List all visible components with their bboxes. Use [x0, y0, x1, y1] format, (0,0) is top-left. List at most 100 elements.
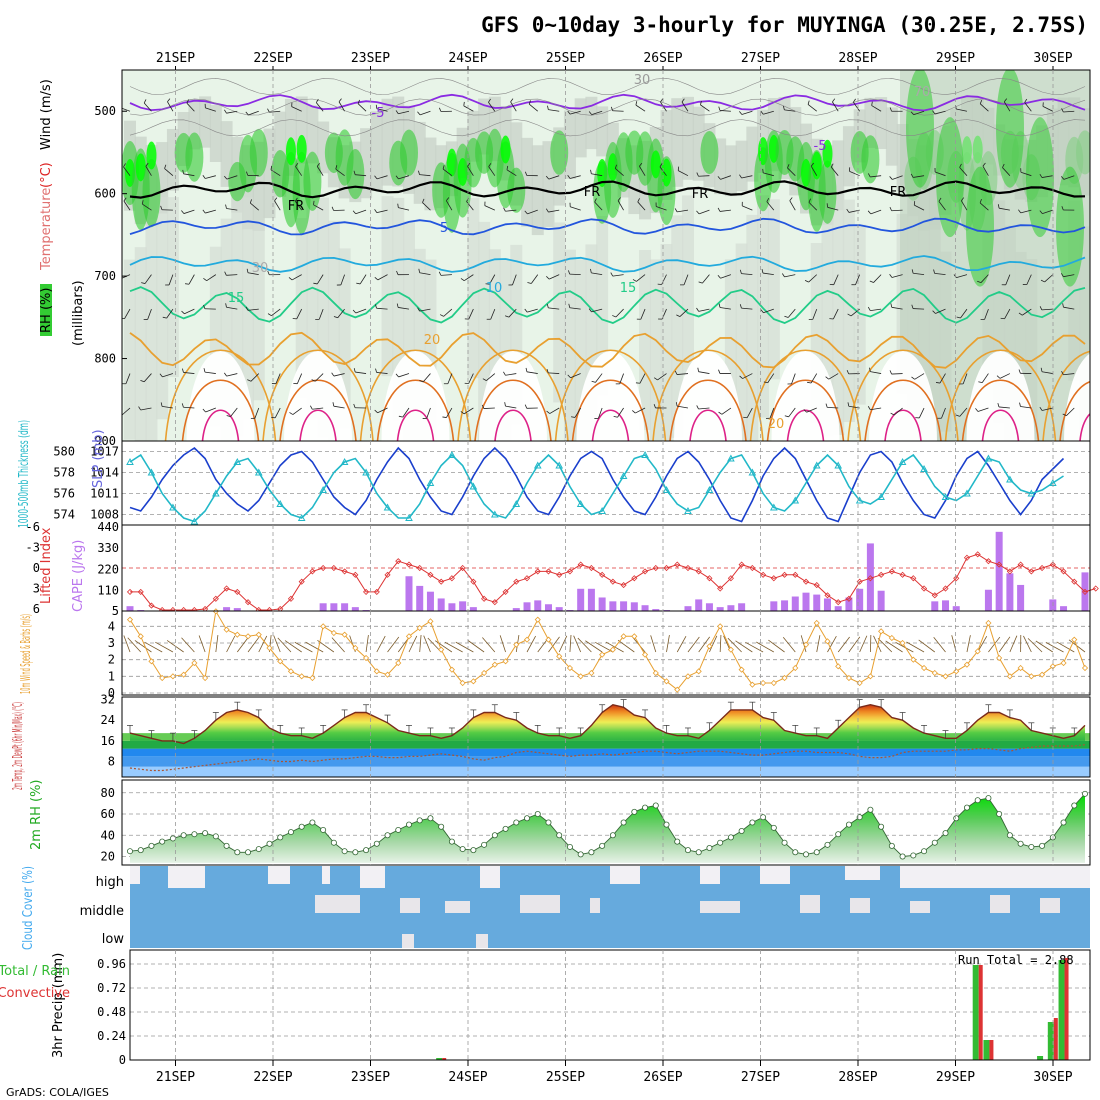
rh-gray-cell	[639, 250, 652, 431]
wind-barb-flag	[612, 315, 617, 318]
rh-green-cell	[906, 70, 934, 188]
date-label-bottom: 25SEP	[546, 1070, 585, 1085]
cloud-gap-middle	[700, 901, 740, 913]
wind-barb	[681, 101, 689, 112]
wind-barb-flag	[869, 280, 874, 283]
wind-barb	[419, 272, 431, 276]
cape-bar	[630, 602, 638, 611]
li-marker	[856, 578, 863, 585]
wind-barb	[660, 101, 667, 112]
wind-barb	[870, 371, 882, 374]
wind-barb	[918, 407, 925, 419]
wind-barb	[702, 274, 710, 284]
wind-speed-marker	[910, 656, 917, 663]
rh-marker	[706, 845, 713, 852]
cloud-gap-high	[130, 866, 140, 884]
li-marker	[395, 558, 402, 565]
cloud-gap-high	[268, 866, 290, 884]
wind-barb	[742, 373, 753, 379]
rh-marker	[1071, 802, 1078, 809]
wind-barb-flag	[288, 277, 293, 281]
temp-frame	[121, 696, 1091, 778]
thickness-marker	[147, 468, 156, 476]
rh-marker	[942, 830, 949, 837]
wind-speed-marker	[899, 639, 906, 647]
wind-speed-marker	[491, 661, 498, 668]
wind-barb-flag	[853, 98, 856, 103]
isotherm-25-bubble	[864, 379, 942, 441]
wind-barb	[483, 407, 495, 409]
wind-barb	[333, 373, 345, 377]
dry-pocket	[284, 351, 352, 441]
thickness-marker	[254, 468, 263, 476]
wind-barb	[226, 373, 238, 377]
dry-pocket	[479, 351, 547, 441]
contour-label: 30	[252, 261, 269, 276]
wind-barb-flag	[335, 165, 338, 170]
wind-barb	[294, 201, 303, 211]
wind-barb-flag	[632, 410, 636, 414]
date-label-bottom: 24SEP	[448, 1070, 487, 1085]
li-marker	[534, 568, 541, 575]
surface-wind-barb	[666, 635, 670, 653]
rh-marker	[427, 815, 434, 822]
wind-barb-flag	[374, 209, 378, 213]
dry-pocket	[966, 351, 1035, 441]
isotherm-30-bubble	[981, 409, 1020, 441]
temp-band	[122, 748, 1090, 757]
wind-barb-flag	[503, 371, 506, 376]
cape-bar	[942, 600, 950, 611]
wind-barb	[377, 407, 388, 414]
rh-marker	[405, 821, 412, 828]
precip-total-bar	[1058, 960, 1065, 1060]
rh-marker	[352, 849, 359, 856]
wind-barb	[402, 407, 410, 418]
wind-barb-flag	[591, 380, 596, 383]
wind-barb	[124, 308, 131, 319]
wind-barb-flag	[546, 303, 549, 308]
contour-label: 5	[440, 221, 448, 236]
wind-barb	[489, 274, 496, 285]
wind-barb-flag	[910, 173, 914, 178]
wind-speed-marker	[749, 681, 756, 688]
wind-barb	[398, 110, 410, 115]
isotherm-25-bubble	[181, 379, 260, 441]
wind-barb	[683, 274, 689, 286]
thickness-marker	[1027, 489, 1036, 497]
cape-bar	[534, 600, 542, 611]
wind-barb-flag	[660, 98, 664, 103]
cape-bar	[330, 603, 338, 611]
precip-total-bar	[436, 1058, 443, 1060]
wind-barb	[527, 209, 538, 215]
wind-barb-flag	[781, 273, 785, 278]
rh-marker	[642, 804, 649, 811]
cloud-gap-high	[168, 866, 205, 888]
isotherm-25-bubble	[279, 379, 357, 441]
wind-barb-flag	[143, 99, 147, 104]
wind-speed-marker	[566, 664, 574, 672]
cape-bar	[834, 606, 842, 611]
thickness-marker	[169, 503, 177, 511]
li-tick-label: -3	[26, 541, 40, 555]
dewpoint-line	[129, 744, 1086, 772]
wind-barb	[1024, 102, 1032, 112]
rh-marker	[1006, 832, 1013, 839]
surface-wind-barb	[756, 641, 775, 653]
wind-barb	[422, 373, 431, 383]
wind-barb-flag	[524, 404, 528, 409]
thickness-marker	[555, 461, 564, 469]
wind-barb-flag	[653, 404, 656, 409]
surface-wind-barb	[1056, 641, 1075, 653]
wind-speed-marker	[481, 669, 488, 677]
li-marker	[1092, 585, 1099, 592]
rh-gray-cell	[596, 106, 609, 157]
precip-total-bar	[972, 965, 979, 1060]
rh-marker	[266, 840, 273, 847]
surface-wind-barb	[650, 635, 657, 653]
wind-barb	[595, 373, 603, 383]
wind-speed-marker	[942, 673, 949, 680]
rh-gray-cell	[145, 219, 158, 441]
isotherm-25-bubble	[669, 379, 747, 441]
surface-wind-barb	[885, 640, 903, 653]
wind-barb-flag	[181, 310, 185, 315]
